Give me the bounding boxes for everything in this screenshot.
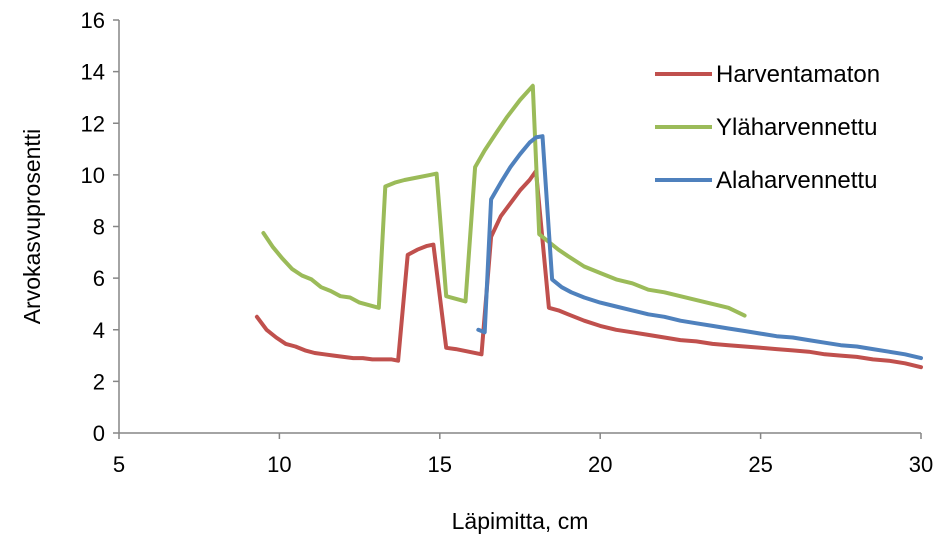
y-tick-label: 0 [93, 421, 105, 446]
axes: 0 2 4 6 8 10 12 14 16 5 10 15 20 25 30 [81, 8, 934, 477]
legend: Harventamaton Yläharvennettu Alaharvennett… [655, 61, 880, 194]
y-tick-label: 10 [81, 163, 105, 188]
legend-label-2: Yläharvennettu [716, 114, 877, 141]
x-tick-label: 25 [748, 452, 772, 477]
series-line-2 [261, 83, 747, 318]
x-tick-label: 20 [588, 452, 612, 477]
y-tick-label: 6 [93, 266, 105, 291]
x-tick-label: 15 [428, 452, 452, 477]
series-line-1 [254, 169, 923, 370]
legend-label-3: Alaharvennettu [716, 167, 877, 194]
y-tick-label: 4 [93, 318, 105, 343]
y-tick-label: 16 [81, 8, 105, 33]
x-axis-ticks: 5 10 15 20 25 30 [113, 433, 933, 477]
x-tick-label: 30 [909, 452, 933, 477]
legend-label-1: Harventamaton [716, 61, 880, 88]
x-tick-label: 5 [113, 452, 125, 477]
y-axis-title: Arvokasvuprosentti [19, 129, 45, 325]
y-tick-label: 2 [93, 369, 105, 394]
y-tick-label: 12 [81, 111, 105, 136]
y-tick-label: 8 [93, 215, 105, 240]
series-layer [254, 83, 923, 370]
x-tick-label: 10 [267, 452, 291, 477]
y-tick-label: 14 [81, 60, 105, 85]
series-line-3 [476, 134, 923, 361]
x-axis-title: Läpimitta, cm [452, 508, 589, 534]
y-axis-ticks: 0 2 4 6 8 10 12 14 16 [81, 8, 119, 446]
